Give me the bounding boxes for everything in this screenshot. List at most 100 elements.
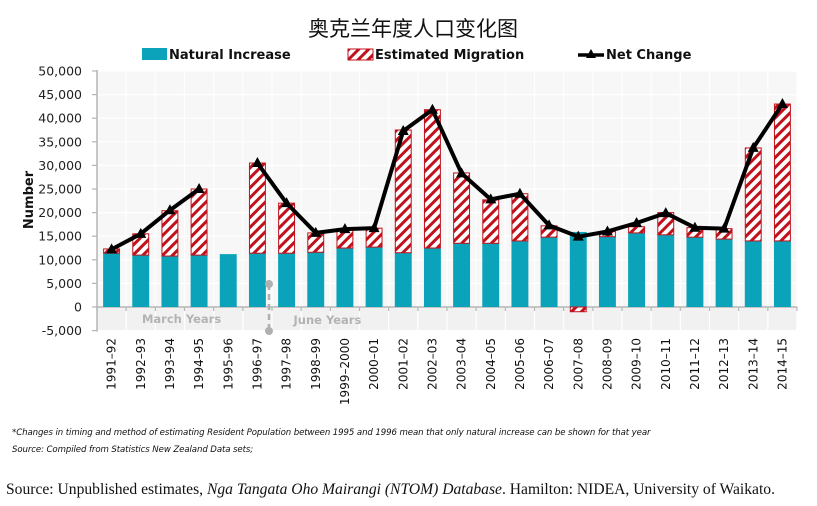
footnote-timing: *Changes in timing and method of estimat…: [12, 428, 651, 438]
x-tick-labels: 1991–92 1992–93 1993–94 1994–95 1995–96 1996–…: [105, 338, 790, 405]
bar-natural-increase: [773, 240, 791, 307]
bar-natural-increase: [248, 253, 266, 307]
x-tick-label: 1996–97: [250, 338, 264, 390]
x-tick-label: 2004–05: [484, 338, 498, 390]
legend-swatch-natural-increase: [142, 48, 167, 60]
x-tick-label: 2011–12: [688, 338, 702, 390]
bar-natural-increase: [103, 253, 121, 307]
x-tick-label: 2000–01: [367, 338, 381, 390]
axes: [92, 70, 798, 332]
bar-natural-increase: [161, 256, 179, 307]
net-change-marker: [718, 222, 730, 233]
y-tick-label: 40,000: [38, 111, 82, 126]
x-tick-label: 1992–93: [134, 338, 148, 390]
period-divider-dot: [265, 280, 273, 288]
legend-label-net-change: Net Change: [606, 48, 692, 63]
x-tick-label: 2009–10: [630, 338, 644, 390]
y-tick-label: 5,000: [46, 276, 82, 291]
x-tick-label: 1995–96: [221, 338, 235, 390]
y-tick-label: 50,000: [38, 64, 82, 79]
net-change-line: [106, 98, 788, 254]
source-suffix: . Hamilton: NIDEA, University of Waikato…: [501, 481, 776, 498]
bar-natural-increase: [278, 253, 296, 307]
bar-natural-increase: [453, 243, 471, 307]
bar-estimated-migration: [569, 306, 587, 313]
net-change-marker: [368, 222, 380, 233]
legend-marker-net-change: [586, 49, 596, 58]
net-change-marker: [281, 197, 293, 208]
net-change-marker: [164, 204, 176, 215]
y-tick-label: 30,000: [38, 158, 82, 173]
net-change-marker: [514, 187, 526, 198]
net-change-marker: [776, 98, 788, 109]
bar-natural-increase: [569, 231, 587, 307]
bar-natural-increase: [423, 248, 441, 307]
bar-natural-increase: [628, 232, 646, 307]
y-tick-label: 15,000: [38, 229, 82, 244]
footnote-compiled-source: Source: Compiled from Statistics New Zea…: [12, 445, 254, 455]
net-change-marker: [135, 227, 147, 238]
x-tick-label: 2010–11: [659, 338, 673, 390]
bar-estimated-migration: [482, 199, 500, 244]
legend-label-natural-increase: Natural Increase: [169, 48, 291, 63]
gridlines: [96, 70, 798, 332]
bar-estimated-migration: [423, 109, 441, 249]
bar-natural-increase: [394, 252, 412, 307]
bar-natural-increase: [511, 240, 529, 307]
net-change-marker: [660, 207, 672, 218]
chart-title: 奥克兰年度人口变化图: [308, 17, 518, 41]
x-tick-label: 1998–99: [309, 338, 323, 390]
bar-estimated-migration: [161, 210, 179, 257]
x-tick-label: 1994–95: [192, 338, 206, 390]
y-tick-label: 0: [74, 300, 82, 315]
bar-estimated-migration: [248, 162, 266, 254]
bar-natural-increase: [190, 255, 208, 307]
net-change-marker: [747, 141, 759, 152]
bar-estimated-migration: [773, 103, 791, 242]
bar-natural-increase: [686, 237, 704, 307]
net-change-marker: [339, 223, 351, 234]
x-tick-label: 2008–09: [600, 338, 614, 390]
net-change-marker: [689, 221, 701, 232]
x-tick-label: 2001–02: [396, 338, 410, 390]
population-change-chart: 奥克兰年度人口变化图 Natural Increase Estimated Mig…: [22, 17, 798, 405]
bar-estimated-migration: [628, 226, 646, 234]
net-change-marker: [251, 157, 263, 168]
source-database-name: Nga Tangata Oho Mairangi (NTOM) Database: [206, 481, 502, 498]
source-prefix: Source: Unpublished estimates,: [6, 481, 207, 498]
march-years-label: March Years: [142, 312, 221, 326]
period-divider-dot: [265, 327, 273, 335]
net-change-marker: [193, 183, 205, 193]
bar-natural-increase: [336, 248, 354, 307]
bar-natural-increase: [657, 234, 675, 307]
bar-natural-increase: [219, 254, 237, 307]
legend: Natural Increase Estimated Migration Net C…: [142, 48, 692, 63]
june-years-label: June Years: [293, 313, 362, 327]
bar-natural-increase: [365, 247, 383, 307]
bar-estimated-migration: [453, 172, 471, 244]
y-tick-label: 10,000: [38, 252, 82, 267]
net-change-marker: [543, 219, 555, 230]
bar-natural-increase: [598, 236, 616, 307]
x-tick-label: 1999–2000: [338, 338, 352, 405]
bar-natural-increase: [540, 237, 558, 307]
x-tick-label: 1997–98: [280, 338, 294, 390]
net-change-marker: [106, 243, 118, 254]
net-change-marker: [485, 193, 497, 204]
x-tick-label: 1993–94: [163, 338, 177, 390]
legend-swatch-estimated-migration: [347, 48, 374, 61]
x-tick-label: 2014–15: [775, 338, 789, 390]
x-tick-label: 2002–03: [425, 338, 439, 390]
source-citation: Source: Unpublished estimates, Nga Tanga…: [6, 481, 775, 499]
legend-label-estimated-migration: Estimated Migration: [375, 48, 524, 63]
x-tick-label: 2007–08: [571, 338, 585, 390]
x-tick-label: 2013–14: [746, 338, 760, 390]
net-change-marker: [601, 225, 613, 236]
y-tick-label: 20,000: [38, 205, 82, 220]
y-tick-label: 25,000: [38, 182, 82, 197]
x-tick-label: 2006–07: [542, 338, 556, 390]
net-change-segment: [110, 187, 201, 252]
bar-natural-increase: [132, 255, 150, 307]
net-change-marker: [310, 226, 322, 237]
y-tick-label: 35,000: [38, 134, 82, 149]
